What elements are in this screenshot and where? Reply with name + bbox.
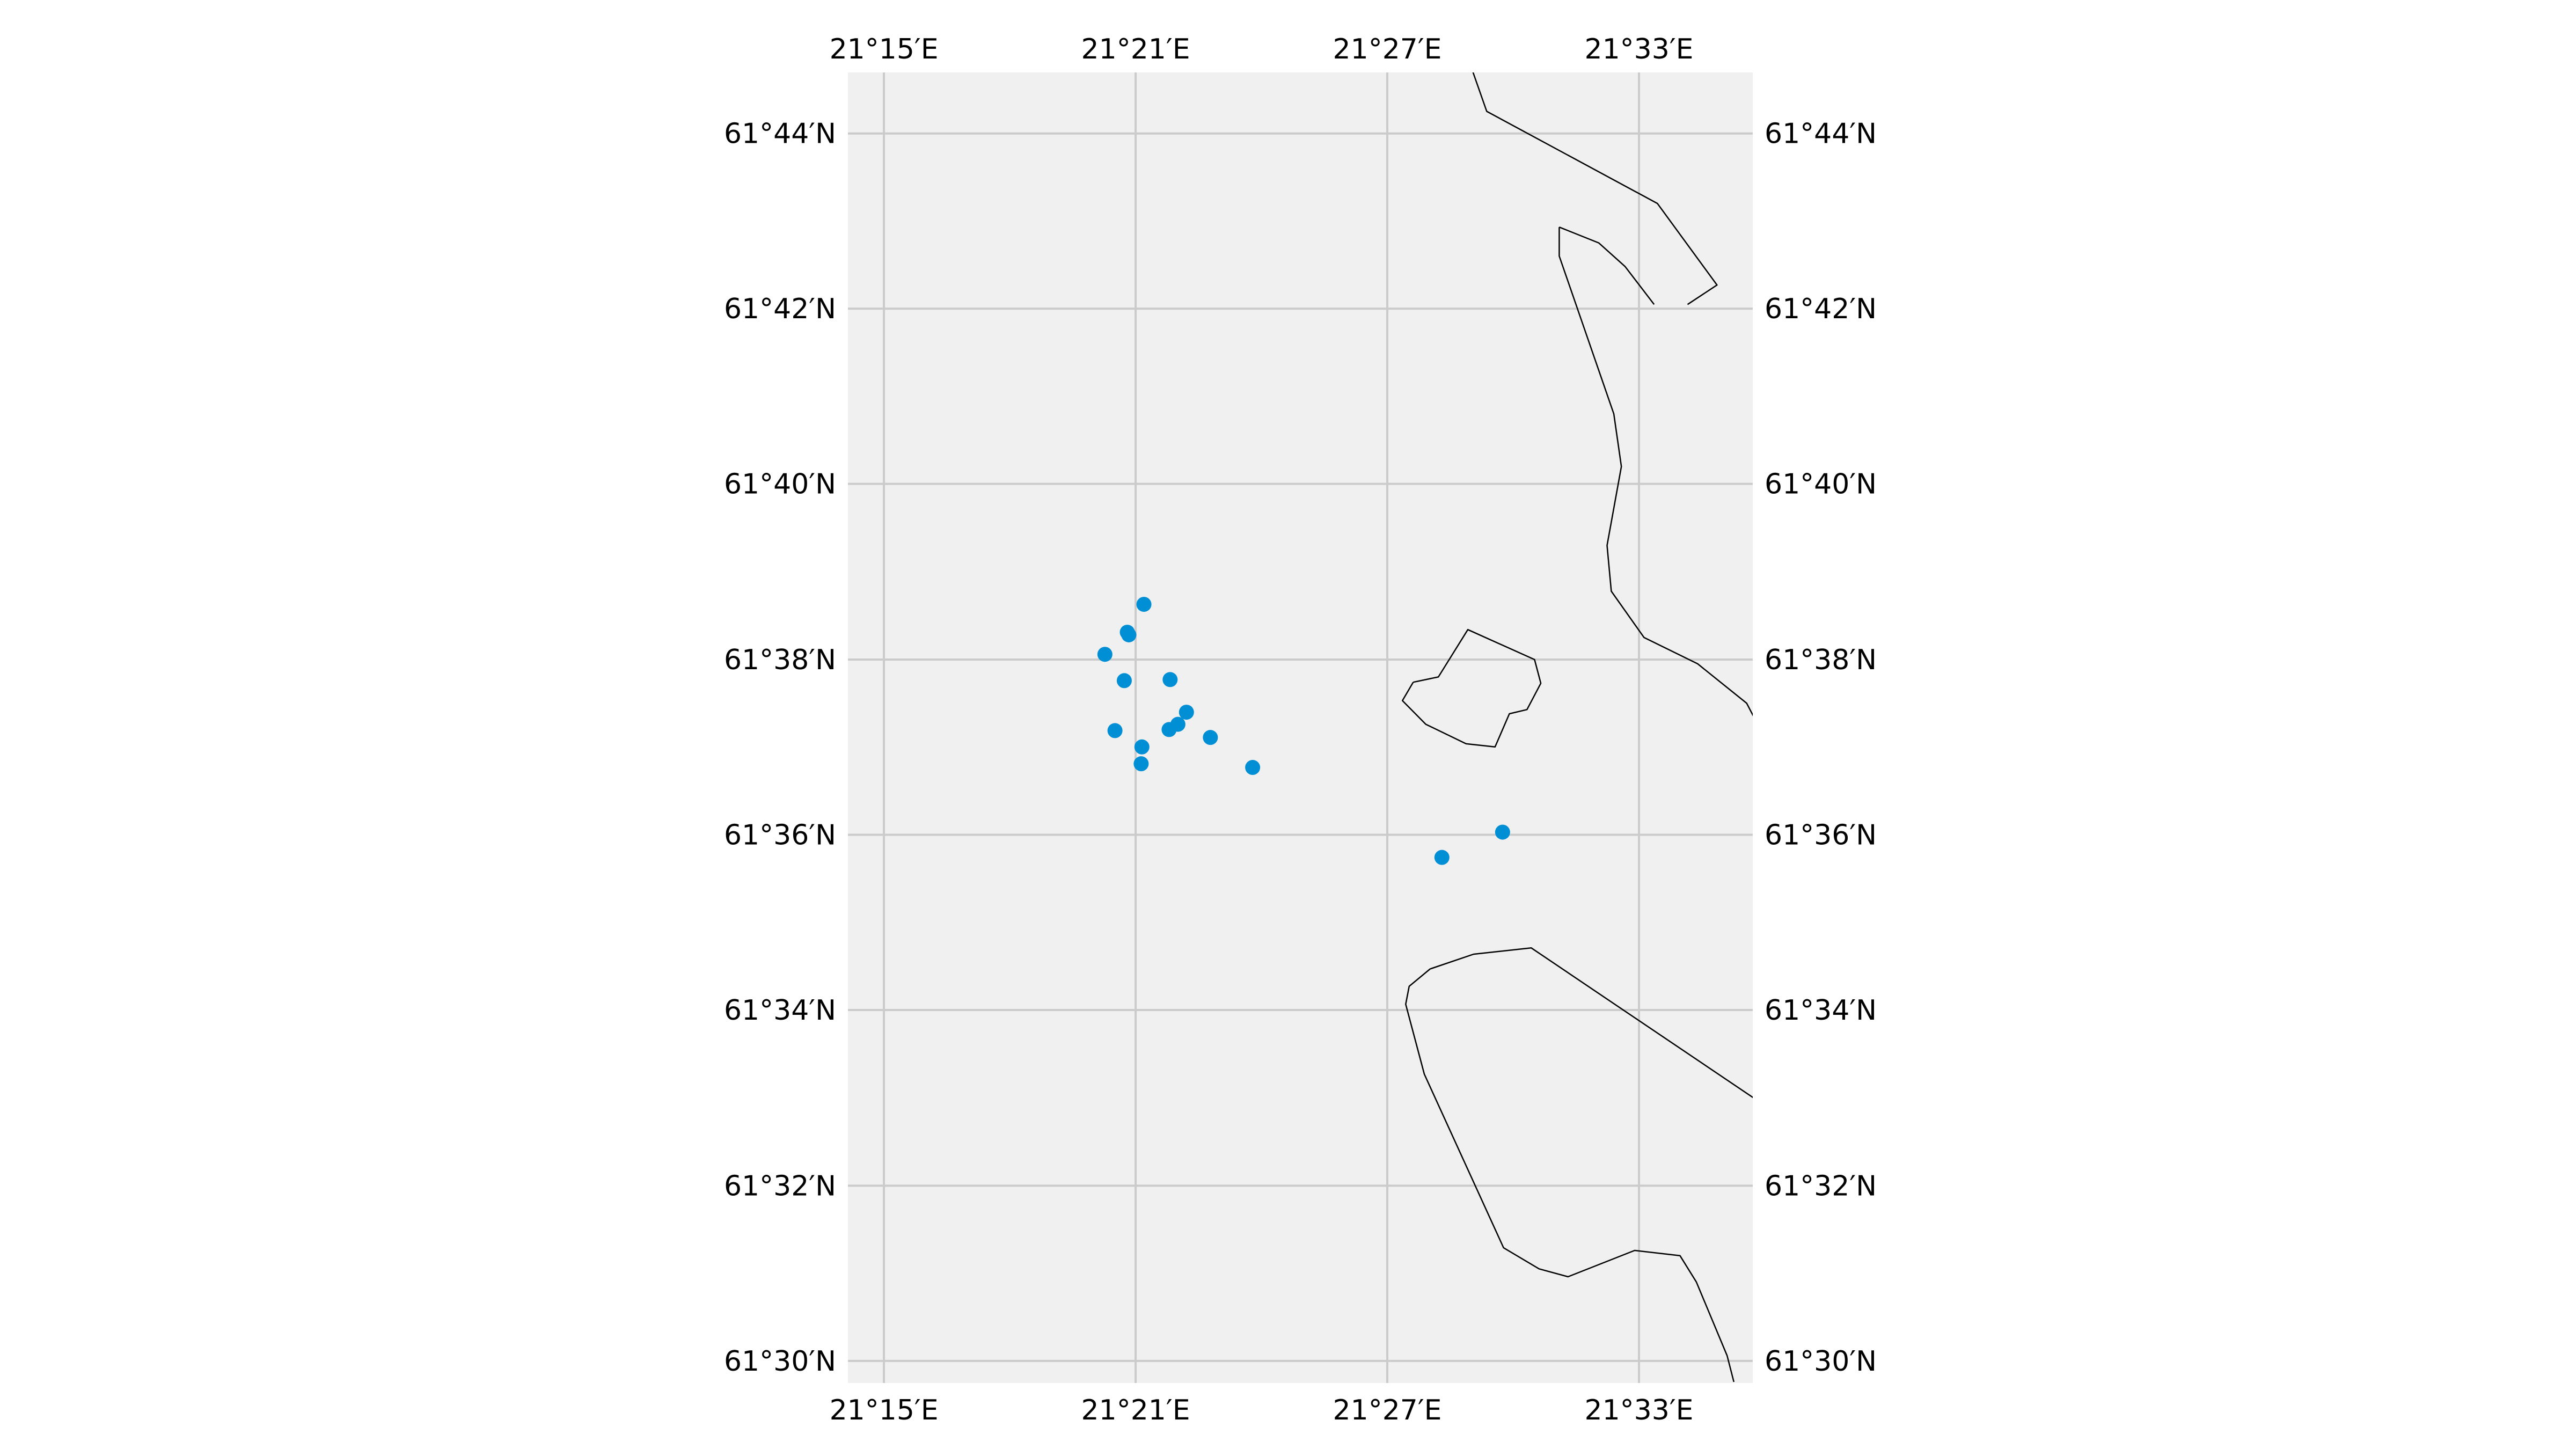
lat-tick-label-left: 61°34′N: [724, 994, 836, 1027]
map-point-10[interactable]: [1203, 730, 1218, 745]
map-point-2[interactable]: [1121, 627, 1137, 642]
map-point-8[interactable]: [1161, 722, 1177, 737]
lat-tick-label-left: 61°32′N: [724, 1170, 836, 1202]
lat-tick-label-left: 61°42′N: [724, 293, 836, 325]
lat-tick-label-right: 61°34′N: [1765, 994, 1877, 1027]
lat-tick-label-left: 61°44′N: [724, 118, 836, 150]
lat-tick-label-left: 61°40′N: [724, 469, 836, 501]
coastline-1: [1558, 227, 1753, 716]
lat-tick-label-left: 61°38′N: [724, 644, 836, 676]
graticule: [848, 72, 1753, 1383]
lat-tick-label-right: 61°42′N: [1765, 293, 1877, 325]
coastline-3: [1401, 628, 1542, 748]
map-point-5[interactable]: [1162, 672, 1178, 687]
map-point-14[interactable]: [1434, 850, 1450, 865]
map-point-4[interactable]: [1116, 673, 1132, 689]
lat-tick-label-right: 61°38′N: [1765, 644, 1877, 676]
map-point-13[interactable]: [1245, 760, 1261, 775]
lon-tick-label-bottom: 21°15′E: [830, 1394, 939, 1426]
lat-tick-label-right: 61°32′N: [1765, 1170, 1877, 1202]
map-point-6[interactable]: [1179, 705, 1194, 720]
map-background: [848, 72, 1753, 1383]
lon-tick-label-top: 21°33′E: [1585, 33, 1694, 65]
map-point-12[interactable]: [1133, 756, 1149, 772]
lat-tick-label-right: 61°44′N: [1765, 118, 1877, 150]
map-point-15[interactable]: [1495, 824, 1510, 840]
tick-labels: 21°15′E 21°15′E 21°21′E 21°21′E 21°27′E 21°27…: [724, 33, 1877, 1426]
lon-tick-label-bottom: 21°33′E: [1585, 1394, 1694, 1426]
lat-tick-label-left: 61°36′N: [724, 819, 836, 851]
coastline-4: [1405, 947, 1753, 1382]
map-point-0[interactable]: [1136, 597, 1152, 612]
coastline-2: [1558, 226, 1655, 305]
lon-tick-label-bottom: 21°27′E: [1333, 1394, 1442, 1426]
lon-tick-label-bottom: 21°21′E: [1081, 1394, 1190, 1426]
lon-tick-label-top: 21°15′E: [830, 33, 939, 65]
coastline-0: [1472, 72, 1718, 305]
lat-tick-label-right: 61°36′N: [1765, 819, 1877, 851]
point-layer: [1097, 597, 1510, 865]
lon-tick-label-top: 21°21′E: [1081, 33, 1190, 65]
map-point-3[interactable]: [1097, 647, 1113, 662]
lon-tick-label-top: 21°27′E: [1333, 33, 1442, 65]
lat-tick-label-left: 61°30′N: [724, 1345, 836, 1378]
lat-tick-label-right: 61°30′N: [1765, 1345, 1877, 1378]
map-point-9[interactable]: [1107, 723, 1123, 738]
lat-tick-label-right: 61°40′N: [1765, 469, 1877, 501]
coastline-layer: [1401, 72, 1753, 1382]
map-point-11[interactable]: [1134, 739, 1150, 755]
